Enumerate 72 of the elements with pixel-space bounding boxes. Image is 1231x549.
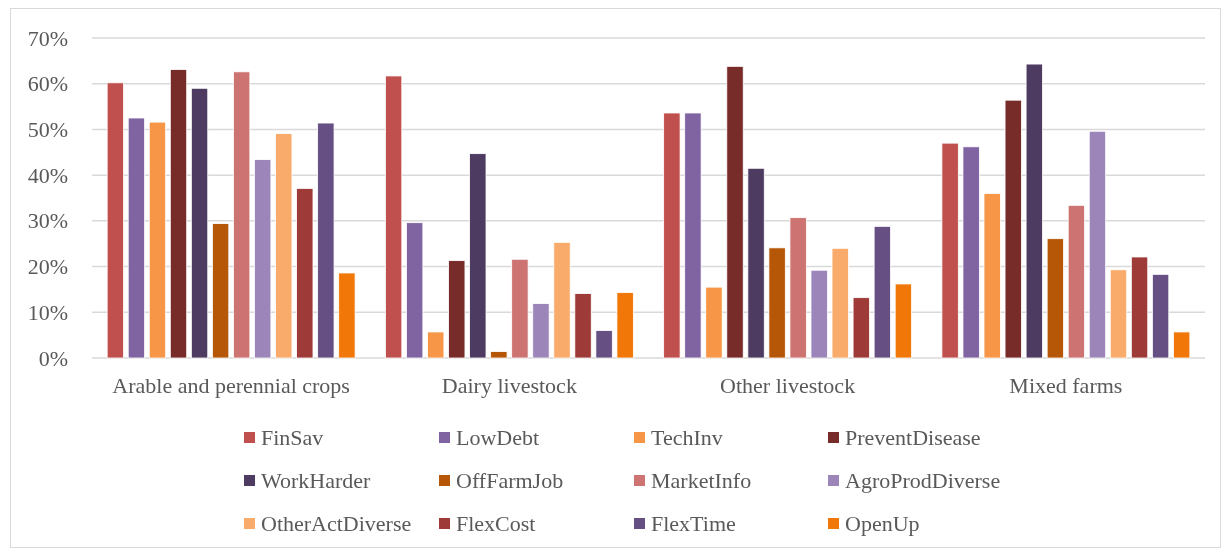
bar <box>553 241 571 359</box>
legend-label: FlexTime <box>651 510 736 536</box>
bar <box>532 303 550 359</box>
y-tick-label: 40% <box>27 162 68 188</box>
legend-label: MarketInfo <box>651 467 752 493</box>
legend-label: PreventDisease <box>845 424 981 450</box>
x-tick-label: Mixed farms <box>1009 372 1123 398</box>
x-tick-label: Other livestock <box>720 372 856 398</box>
legend-label: AgroProdDiverse <box>845 467 1001 493</box>
bar <box>296 188 314 359</box>
bar <box>983 193 1001 359</box>
bar <box>1067 204 1086 359</box>
y-tick-label: 0% <box>38 345 68 371</box>
y-tick-label: 50% <box>27 116 68 142</box>
bar <box>941 142 959 359</box>
bar <box>1088 130 1107 359</box>
legend-label: FlexCost <box>456 510 536 536</box>
bar <box>469 153 487 359</box>
legend-label: OpenUp <box>845 510 920 536</box>
bar <box>747 167 765 359</box>
bar <box>789 217 807 359</box>
bar <box>1004 99 1022 359</box>
legend-label: WorkHarder <box>261 467 372 493</box>
x-tick-label: Dairy livestock <box>441 372 577 398</box>
bar <box>511 258 529 359</box>
bar <box>1025 63 1043 359</box>
bar <box>385 75 403 359</box>
bar <box>1046 238 1064 359</box>
bar <box>211 223 230 359</box>
bar <box>831 247 849 359</box>
bar <box>894 283 912 359</box>
bar <box>448 260 466 359</box>
bar <box>317 122 335 359</box>
bar <box>148 121 167 359</box>
bar <box>1109 269 1128 359</box>
bar <box>1130 256 1149 359</box>
legend-label: OffFarmJob <box>456 467 564 493</box>
bar <box>684 112 702 359</box>
bar <box>190 87 209 359</box>
bar <box>233 71 251 359</box>
bar <box>962 146 980 359</box>
bar <box>1151 273 1170 359</box>
bar <box>427 331 445 359</box>
bar <box>169 69 188 359</box>
y-tick-label: 20% <box>27 254 68 280</box>
bar <box>275 133 293 359</box>
bar <box>338 272 356 359</box>
bar <box>406 222 424 359</box>
bar <box>490 351 508 359</box>
bar <box>663 112 681 359</box>
bar <box>595 330 613 359</box>
bar <box>254 159 272 359</box>
bar <box>852 297 870 359</box>
bar <box>616 292 634 359</box>
bar <box>726 65 744 359</box>
y-tick-label: 10% <box>27 299 68 325</box>
bar <box>873 225 891 359</box>
y-tick-label: 70% <box>27 25 68 51</box>
bar <box>705 286 723 359</box>
legend-label: OtherActDiverse <box>261 510 412 536</box>
x-tick-label: Arable and perennial crops <box>112 372 350 398</box>
legend-label: TechInv <box>651 424 723 450</box>
legend-label: LowDebt <box>456 424 540 450</box>
y-tick-label: 60% <box>27 71 68 97</box>
bar <box>106 82 124 359</box>
y-tick-label: 30% <box>27 208 68 234</box>
bar <box>810 269 828 359</box>
bar <box>127 117 146 359</box>
bar <box>574 293 592 359</box>
bar <box>1173 331 1191 359</box>
bar <box>768 247 786 359</box>
legend-label: FinSav <box>261 424 324 450</box>
